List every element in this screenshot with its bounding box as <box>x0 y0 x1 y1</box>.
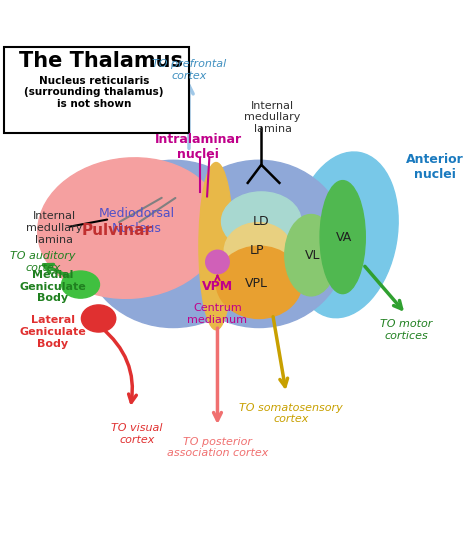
Text: TO auditory
cortex: TO auditory cortex <box>10 251 76 273</box>
Ellipse shape <box>216 246 302 319</box>
Ellipse shape <box>320 181 365 294</box>
Ellipse shape <box>83 160 264 327</box>
Ellipse shape <box>206 250 229 274</box>
Text: TO prefrontal
cortex: TO prefrontal cortex <box>152 59 226 80</box>
Ellipse shape <box>171 160 347 327</box>
Text: VL: VL <box>305 249 320 262</box>
Ellipse shape <box>292 152 398 318</box>
Text: Lateral
Geniculate
Body: Lateral Geniculate Body <box>19 316 86 349</box>
Text: Centrum
medianum: Centrum medianum <box>187 303 247 325</box>
Ellipse shape <box>82 305 116 332</box>
FancyBboxPatch shape <box>4 47 189 133</box>
Text: Internal
medullary
lamina: Internal medullary lamina <box>26 212 82 245</box>
Text: TO visual
cortex: TO visual cortex <box>111 423 163 445</box>
Text: LP: LP <box>249 244 264 257</box>
Text: VA: VA <box>336 231 352 244</box>
Text: Intralaminar
nuclei: Intralaminar nuclei <box>155 133 242 161</box>
Ellipse shape <box>285 214 337 296</box>
Text: LD: LD <box>253 215 270 228</box>
Text: Nucleus reticularis
(surrounding thalamus)
is not shown: Nucleus reticularis (surrounding thalamu… <box>24 76 164 109</box>
Ellipse shape <box>221 192 301 251</box>
Text: TO posterior
association cortex: TO posterior association cortex <box>167 437 268 458</box>
Ellipse shape <box>38 158 223 298</box>
Text: VPL: VPL <box>245 277 268 290</box>
Text: Medial
Geniculate
Body: Medial Geniculate Body <box>19 270 86 303</box>
Ellipse shape <box>199 163 233 330</box>
Text: Internal
medullary
lamina: Internal medullary lamina <box>245 101 301 134</box>
Ellipse shape <box>62 271 100 298</box>
Text: VPM: VPM <box>202 280 233 293</box>
Text: Mediodorsal
Nucleus: Mediodorsal Nucleus <box>99 207 175 235</box>
Text: Pulvinar: Pulvinar <box>81 223 152 238</box>
Text: TO somatosensory
cortex: TO somatosensory cortex <box>239 402 343 424</box>
Text: Anterior
nuclei: Anterior nuclei <box>406 153 464 181</box>
Text: The Thalamus: The Thalamus <box>19 51 183 71</box>
Text: TO motor
cortices: TO motor cortices <box>380 319 432 341</box>
Ellipse shape <box>224 223 292 279</box>
